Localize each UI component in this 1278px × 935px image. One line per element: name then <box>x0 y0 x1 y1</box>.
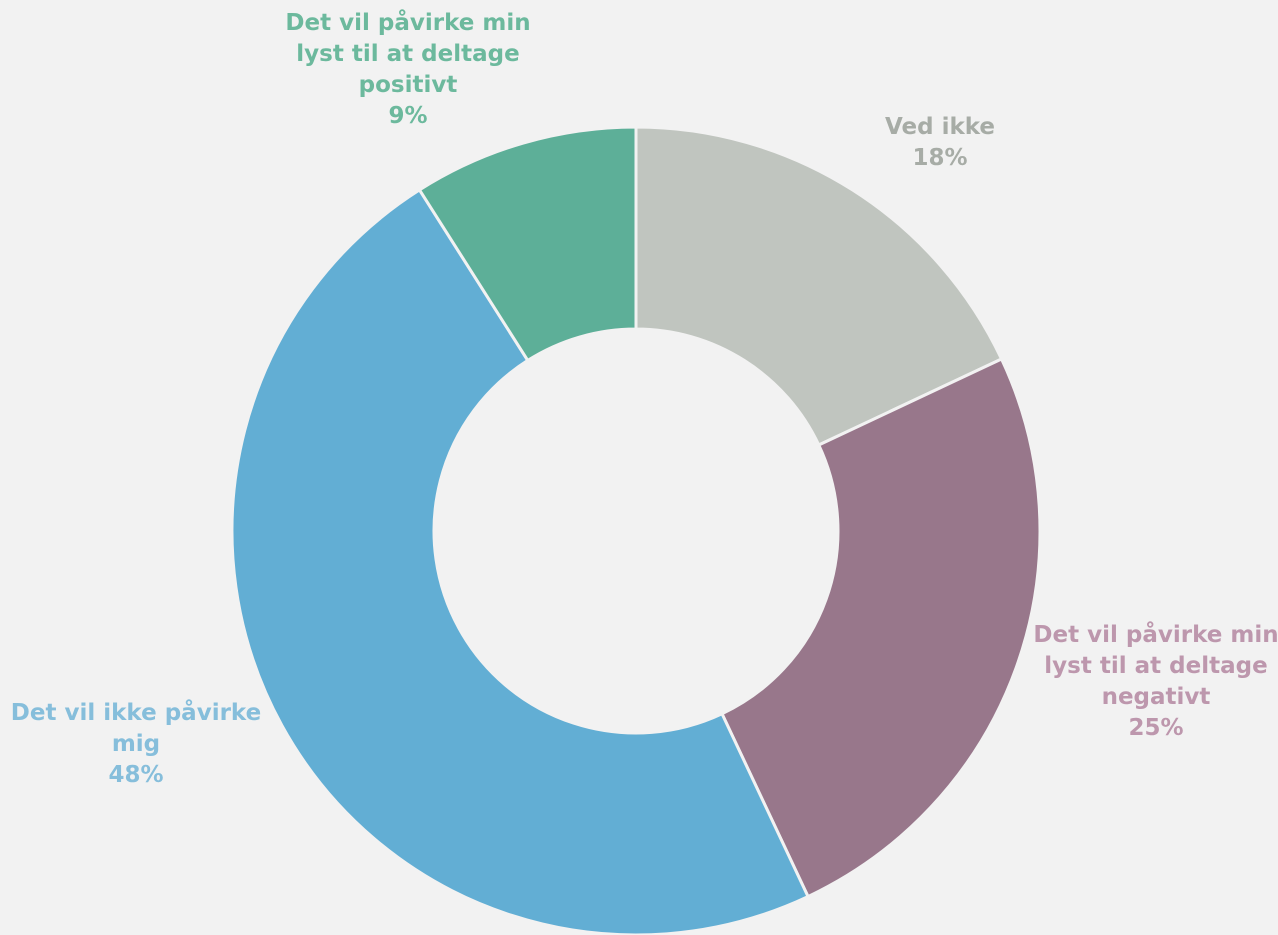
donut-slice-2 <box>720 356 1042 899</box>
slice-label-line: lyst til at deltage <box>296 41 520 67</box>
slice-label-line: positivt <box>358 72 458 98</box>
donut-slice-3 <box>230 187 811 935</box>
slice-label-line: mig <box>111 731 161 757</box>
slice-value-label: 25% <box>1128 715 1184 741</box>
slice-label-line: negativt <box>1101 684 1211 710</box>
slice-label-negativt: Det vil påvirke min lyst til at deltage … <box>1033 620 1278 744</box>
slice-value-label: 9% <box>388 103 428 129</box>
slice-label-line: lyst til at deltage <box>1044 653 1268 679</box>
slice-label-line: Ved ikke <box>884 114 996 140</box>
slice-label-line: Det vil ikke påvirke <box>10 700 262 726</box>
slice-label-ikke-paavirke: Det vil ikke påvirke mig 48% <box>11 698 261 791</box>
slice-value-label: 48% <box>108 762 164 788</box>
slice-value-label: 18% <box>912 145 968 171</box>
slice-label-positivt: Det vil påvirke min lyst til at deltage … <box>285 8 530 132</box>
donut-slice-4 <box>417 125 638 363</box>
slice-label-line: Det vil påvirke min <box>1033 622 1278 648</box>
slice-label-ved-ikke: Ved ikke 18% <box>885 112 995 174</box>
donut-slice-1 <box>634 125 1004 447</box>
slice-label-line: Det vil påvirke min <box>285 10 531 36</box>
